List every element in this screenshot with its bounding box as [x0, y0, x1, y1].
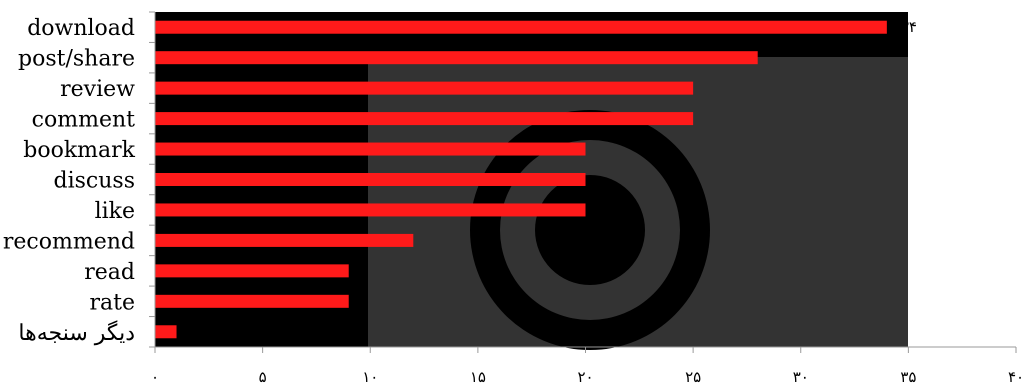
category-label: comment [32, 108, 135, 133]
x-tick-label: ۲۰ [577, 368, 593, 385]
bar [155, 142, 586, 156]
bar [155, 325, 177, 339]
bar [155, 203, 586, 217]
category-label: download [27, 16, 135, 41]
category-label: post/share [18, 47, 135, 72]
bar [155, 294, 349, 308]
x-tick-label: ۲۵ [685, 368, 701, 385]
category-label: discuss [54, 169, 135, 194]
bar [155, 20, 887, 34]
category-label: like [95, 199, 135, 224]
category-label: دیگر سنجه‌ها [18, 320, 135, 346]
category-label: review [60, 77, 135, 102]
watermark-logo [368, 57, 908, 350]
bar [155, 81, 694, 95]
bar [155, 233, 414, 247]
x-axis: ۰ ۵ ۱۰ ۱۵ ۲۰ ۲۵ ۳۰ ۳۵ ۴۰ [151, 346, 1024, 385]
x-tick-label: ۳۰ [793, 368, 809, 385]
category-label: read [84, 260, 135, 285]
x-tick-label: ۱۰ [362, 368, 378, 385]
category-label: bookmark [23, 138, 135, 163]
bars-group [155, 20, 887, 339]
category-label: recommend [3, 229, 135, 254]
x-tick-label: ۰ [151, 368, 159, 385]
bar [155, 51, 758, 65]
category-label: rate [90, 290, 136, 315]
x-tick-label: ۴۰ [1008, 368, 1024, 385]
data-label: ۳۴ [901, 18, 917, 36]
labels-group: download post/share review comment bookmark d… [3, 16, 917, 346]
bar [155, 112, 694, 126]
y-axis [149, 11, 156, 348]
x-tick-label: ۵ [259, 368, 267, 385]
bar [155, 173, 586, 186]
x-tick-label: ۳۵ [900, 368, 916, 385]
bar [155, 264, 349, 278]
x-tick-label: ۱۵ [470, 368, 486, 385]
